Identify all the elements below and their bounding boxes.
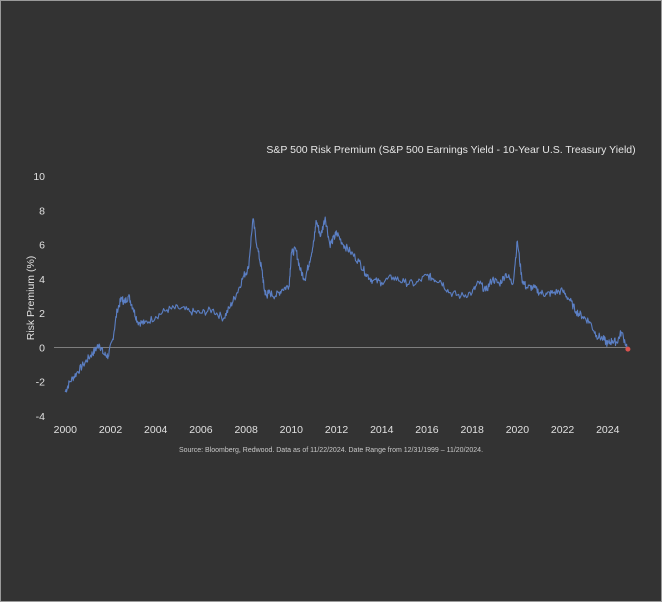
y-tick-label: 10 xyxy=(33,171,45,183)
y-tick-label: -4 xyxy=(36,411,45,423)
x-tick-label: 2006 xyxy=(189,424,213,436)
x-tick-label: 2010 xyxy=(280,424,304,436)
last-value-marker xyxy=(625,346,631,352)
chart-title: S&P 500 Risk Premium (S&P 500 Earnings Y… xyxy=(266,144,636,156)
y-tick-label: 8 xyxy=(39,205,45,217)
y-tick-label: 4 xyxy=(39,274,45,286)
x-tick-label: 2014 xyxy=(370,424,394,436)
x-tick-label: 2018 xyxy=(460,424,484,436)
x-tick-label: 2020 xyxy=(506,424,530,436)
y-tick-label: 2 xyxy=(39,308,45,320)
y-axis-label: Risk Premium (%) xyxy=(25,256,37,341)
x-tick-label: 2016 xyxy=(415,424,439,436)
x-tick-label: 2024 xyxy=(596,424,620,436)
x-tick-label: 2022 xyxy=(551,424,575,436)
y-tick-label: -2 xyxy=(36,377,45,389)
series-line xyxy=(64,216,629,393)
x-axis-ticks: 2000 2002 2004 2006 2008 2010 2012 2014 2016 2018… xyxy=(54,424,620,436)
x-tick-label: 2012 xyxy=(325,424,349,436)
x-tick-label: 2002 xyxy=(99,424,123,436)
x-tick-label: 2008 xyxy=(234,424,258,436)
x-tick-label: 2000 xyxy=(54,424,78,436)
x-tick-label: 2004 xyxy=(144,424,168,436)
series-group xyxy=(64,216,631,393)
source-note: Source: Bloomberg, Redwood. Data as of 1… xyxy=(178,447,484,454)
y-axis-ticks: 10 8 6 4 2 0 -2 -4 xyxy=(33,171,45,423)
y-tick-label: 6 xyxy=(39,240,45,252)
y-tick-label: 0 xyxy=(39,342,45,354)
